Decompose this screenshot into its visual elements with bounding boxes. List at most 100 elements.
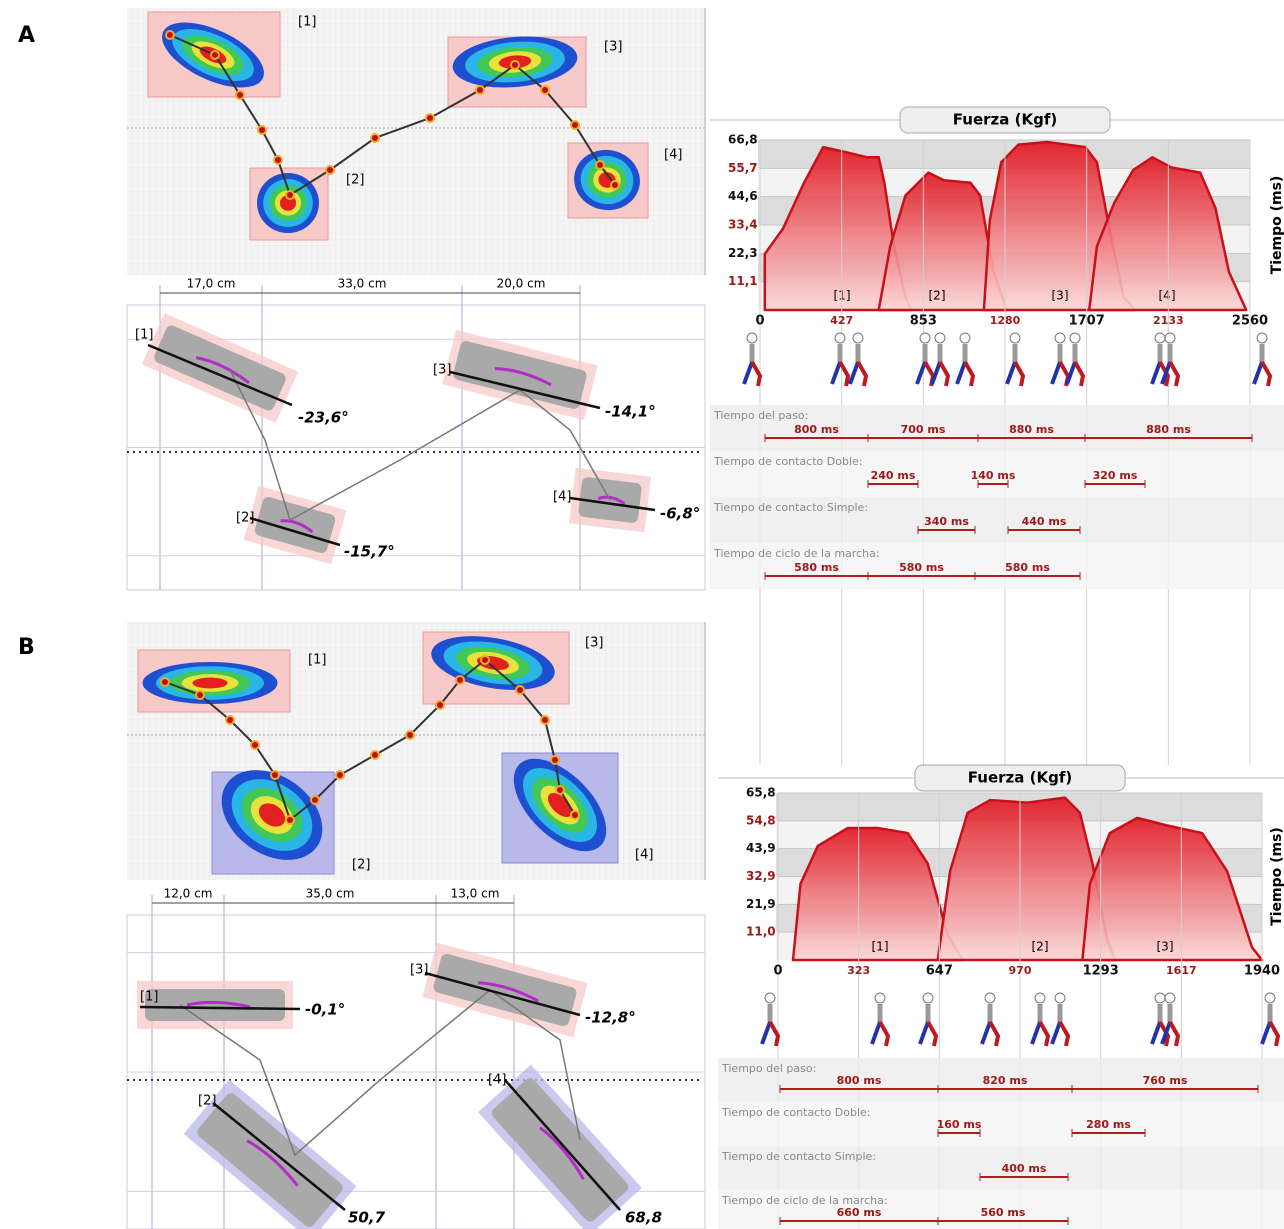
y-tick-label: 54,8 — [746, 813, 776, 827]
distance-label: 13,0 cm — [451, 887, 500, 901]
head — [935, 333, 945, 343]
x-tick-label: 427 — [830, 314, 853, 327]
page: {"panels": [ {"label": "A", "footprints"… — [0, 0, 1284, 1229]
path-point — [371, 751, 379, 759]
timing-value: 240 ms — [871, 469, 916, 482]
y-tick-label: 65,8 — [746, 786, 776, 800]
timing-value: 800 ms — [794, 423, 839, 436]
x-tick-label: 647 — [926, 964, 953, 979]
path-point — [226, 716, 234, 724]
head — [1155, 333, 1165, 343]
path-point — [336, 771, 344, 779]
head — [1055, 993, 1065, 1003]
footprint-label: [3] — [433, 363, 451, 378]
x-tick-label: 1940 — [1244, 964, 1280, 979]
angle-label: -0,1° — [305, 1001, 345, 1019]
head — [1010, 333, 1020, 343]
timing-value: 580 ms — [794, 561, 839, 574]
angle-label: -14,1° — [605, 403, 656, 421]
y-tick-label: 33,4 — [728, 218, 758, 232]
head — [1155, 993, 1165, 1003]
x-tick-label: 970 — [1009, 964, 1032, 977]
head — [920, 333, 930, 343]
step-label: [2] — [1032, 940, 1049, 954]
path-point — [196, 691, 204, 699]
distance-label: 20,0 cm — [497, 277, 546, 291]
distance-label: 33,0 cm — [338, 277, 387, 291]
distance-label: 17,0 cm — [187, 277, 236, 291]
path-point — [571, 121, 579, 129]
head — [875, 993, 885, 1003]
step-label: [4] — [1159, 289, 1176, 303]
angle-label: -23,6° — [298, 409, 349, 427]
path-point — [551, 756, 559, 764]
path-point — [456, 676, 464, 684]
head — [853, 333, 863, 343]
footprint-label: [1] — [308, 653, 326, 668]
path-point — [326, 166, 334, 174]
timing-value: 440 ms — [1022, 515, 1067, 528]
footprint-label: [3] — [585, 636, 603, 651]
path-point — [274, 156, 282, 164]
timing-value: 580 ms — [899, 561, 944, 574]
path-point — [311, 796, 319, 804]
footprint-label: [2] — [198, 1094, 216, 1109]
timing-value: 760 ms — [1143, 1074, 1188, 1087]
footprint-label: [4] — [664, 148, 682, 163]
footprint-label: [1] — [135, 328, 153, 343]
path-point — [596, 161, 604, 169]
distance-label: 35,0 cm — [306, 887, 355, 901]
path-point — [406, 731, 414, 739]
timing-value: 160 ms — [937, 1118, 982, 1131]
timing-value: 660 ms — [837, 1206, 882, 1219]
angle-label: -12,8° — [585, 1009, 636, 1027]
panel-letter: A — [18, 23, 35, 48]
foot-contact — [137, 981, 293, 1029]
x-tick-label: 323 — [847, 964, 870, 977]
path-point — [286, 191, 294, 199]
path-point — [476, 86, 484, 94]
timing-label: Tiempo del paso: — [713, 409, 808, 422]
head — [923, 993, 933, 1003]
figure: A [1] [2] [3] [4] 17,0 cm 33,0 cm 20,0 cm [1] -23… — [0, 0, 1284, 1229]
x-tick-label: 0 — [755, 314, 764, 329]
angle-label: 68,8 — [625, 1209, 662, 1227]
footprint-label: [1] — [298, 15, 316, 30]
step-label: [2] — [929, 289, 946, 303]
step-label: [1] — [872, 940, 889, 954]
path-point — [556, 786, 564, 794]
timing-value: 280 ms — [1086, 1118, 1131, 1131]
angle-label: -15,7° — [344, 543, 395, 561]
angle-label: 50,7 — [348, 1209, 386, 1227]
timing-value: 820 ms — [983, 1074, 1028, 1087]
head — [1265, 993, 1275, 1003]
y-tick-label: 32,9 — [746, 869, 776, 883]
footprint-label: [2] — [236, 511, 254, 526]
timing-label: Tiempo de ciclo de la marcha: — [713, 547, 880, 560]
path-point — [251, 741, 259, 749]
x-tick-label: 1707 — [1069, 314, 1105, 329]
path-point — [166, 31, 174, 39]
footprint-label: [3] — [604, 40, 622, 55]
footprint-label: [2] — [346, 173, 364, 188]
x-tick-label: 2560 — [1232, 314, 1268, 329]
path-point — [516, 686, 524, 694]
step-label: [3] — [1052, 289, 1069, 303]
head — [1035, 993, 1045, 1003]
path-point — [236, 91, 244, 99]
y-tick-label: 21,9 — [746, 897, 776, 911]
timing-label: Tiempo de contacto Simple: — [721, 1150, 876, 1163]
path-point — [271, 771, 279, 779]
distance-label: 12,0 cm — [164, 887, 213, 901]
head — [1165, 333, 1175, 343]
head — [747, 333, 757, 343]
path-point — [541, 86, 549, 94]
path-point — [481, 656, 489, 664]
head — [1165, 993, 1175, 1003]
timing-value: 340 ms — [924, 515, 969, 528]
footprint-label: [4] — [635, 848, 653, 863]
footprint-label: [4] — [488, 1073, 506, 1088]
y-tick-label: 66,8 — [728, 133, 758, 147]
footprint-label: [4] — [553, 490, 571, 505]
head — [835, 333, 845, 343]
